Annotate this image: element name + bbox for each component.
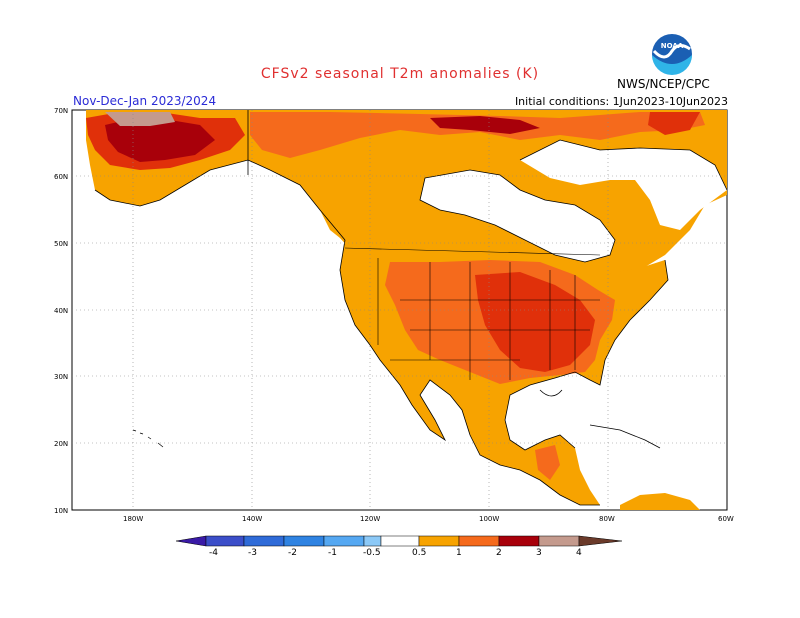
political-borders bbox=[344, 247, 601, 380]
agency-label: NWS/NCEP/CPC bbox=[617, 77, 710, 91]
colorbar-label: -3 bbox=[248, 548, 257, 558]
lat-label: 40N bbox=[54, 307, 68, 315]
colorbar-swatch bbox=[380, 535, 420, 547]
lat-label: 50N bbox=[54, 240, 68, 248]
colorbar-swatch bbox=[363, 535, 382, 547]
colorbar-label: -4 bbox=[209, 548, 218, 558]
colorbar-swatch bbox=[418, 535, 460, 547]
colorbar-swatch bbox=[538, 535, 580, 547]
graticule bbox=[72, 110, 727, 510]
lon-label: 60W bbox=[718, 515, 734, 523]
anomaly-region-redorange-centralamerica bbox=[535, 445, 560, 480]
colorbar-swatch bbox=[283, 535, 325, 547]
lon-label: 140W bbox=[242, 515, 262, 523]
anomaly-region-red-arctic bbox=[250, 112, 705, 158]
anomaly-region-white-hudson bbox=[420, 170, 615, 262]
anomaly-region-white-labrador bbox=[520, 140, 727, 230]
anomaly-region-darkred-arctic bbox=[430, 116, 540, 134]
colorbar-label: 3 bbox=[536, 548, 542, 558]
colorbar-label: 1 bbox=[456, 548, 462, 558]
initial-conditions: Initial conditions: 1Jun2023-10Jun2023 bbox=[514, 95, 728, 108]
lon-label: 180W bbox=[123, 515, 143, 523]
anomaly-region-red-greenland bbox=[648, 112, 700, 135]
colorbar-left-arrow bbox=[175, 535, 207, 547]
hawaii-islands bbox=[132, 429, 164, 448]
colorbar-swatch bbox=[498, 535, 540, 547]
lat-label: 60N bbox=[54, 173, 68, 181]
anomaly-region-orange-southamerica bbox=[620, 493, 700, 510]
map-title: CFSv2 seasonal T2m anomalies (K) bbox=[260, 66, 540, 82]
colorbar-right-arrow bbox=[578, 535, 623, 547]
coastlines bbox=[94, 110, 727, 506]
colorbar-label: 4 bbox=[576, 548, 582, 558]
lon-label: 120W bbox=[360, 515, 380, 523]
lat-label: 70N bbox=[54, 107, 68, 115]
forecast-period: Nov-Dec-Jan 2023/2024 bbox=[73, 94, 217, 108]
lat-label: 20N bbox=[54, 440, 68, 448]
anomaly-region-red-core bbox=[475, 272, 595, 372]
lon-label: 100W bbox=[479, 515, 499, 523]
colorbar: -4 -3 -2 -1 -0.5 0.5 1 2 3 4 bbox=[175, 535, 623, 558]
longitude-labels: 180W 140W 120W 100W 80W 60W bbox=[123, 515, 734, 523]
colorbar-label: -2 bbox=[288, 548, 297, 558]
colorbar-label: -1 bbox=[328, 548, 337, 558]
logo-text: NOAA bbox=[661, 42, 684, 50]
anomaly-region-brown-alaska bbox=[105, 112, 175, 126]
colorbar-swatch bbox=[458, 535, 500, 547]
colorbar-swatch bbox=[323, 535, 365, 547]
lon-label: 80W bbox=[599, 515, 615, 523]
latitude-labels: 70N 60N 50N 40N 30N 20N 10N bbox=[54, 107, 68, 515]
colorbar-label: 0.5 bbox=[412, 548, 426, 558]
lat-label: 10N bbox=[54, 507, 68, 515]
lat-label: 30N bbox=[54, 373, 68, 381]
colorbar-swatch bbox=[243, 535, 285, 547]
colorbar-label: 2 bbox=[496, 548, 502, 558]
colorbar-swatch bbox=[205, 535, 245, 547]
anomaly-region-darkred-alaska bbox=[105, 118, 215, 162]
colorbar-label: -0.5 bbox=[363, 548, 381, 558]
noaa-logo-icon: NOAA bbox=[652, 34, 692, 75]
